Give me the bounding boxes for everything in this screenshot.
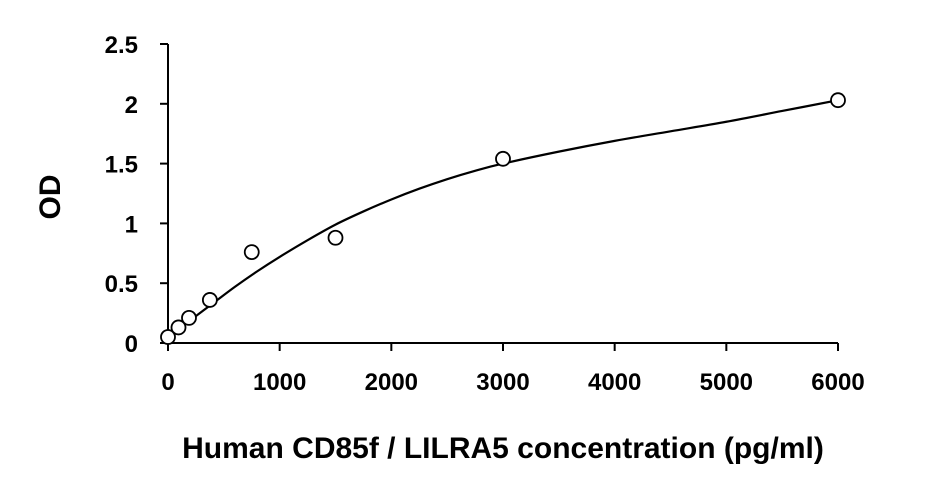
y-tick-label: 2.5 xyxy=(105,32,138,59)
x-tick-label: 1000 xyxy=(253,369,306,396)
data-point xyxy=(170,319,187,336)
y-tick-label: 1 xyxy=(125,211,138,238)
data-point xyxy=(830,92,846,109)
y-tick-label: 0 xyxy=(125,331,138,358)
x-tick-label: 4000 xyxy=(588,369,641,396)
x-axis-title: Human CD85f / LILRA5 concentration (pg/m… xyxy=(182,432,824,465)
y-tick-label: 2 xyxy=(125,92,138,119)
y-tick-label: 0.5 xyxy=(105,271,138,298)
x-tick-label: 6000 xyxy=(811,369,864,396)
x-tick-label: 3000 xyxy=(476,369,529,396)
x-ticks: 0 1000 2000 3000 4000 5000 6000 xyxy=(161,343,865,396)
fit-curve xyxy=(167,99,839,338)
data-point xyxy=(201,292,218,308)
x-tick-label: 0 xyxy=(161,369,174,396)
data-point xyxy=(243,244,260,261)
data-point xyxy=(495,150,511,167)
x-tick-label: 2000 xyxy=(365,369,418,396)
data-point xyxy=(181,309,197,326)
data-point xyxy=(160,329,176,345)
x-tick-label: 5000 xyxy=(700,369,753,396)
data-point xyxy=(327,229,344,246)
y-tick-label: 1.5 xyxy=(105,152,138,179)
axes xyxy=(167,44,838,344)
y-axis-title: OD xyxy=(34,175,67,220)
y-ticks: 0 0.5 1 1.5 2 2.5 xyxy=(105,32,168,358)
data-points xyxy=(160,92,846,345)
